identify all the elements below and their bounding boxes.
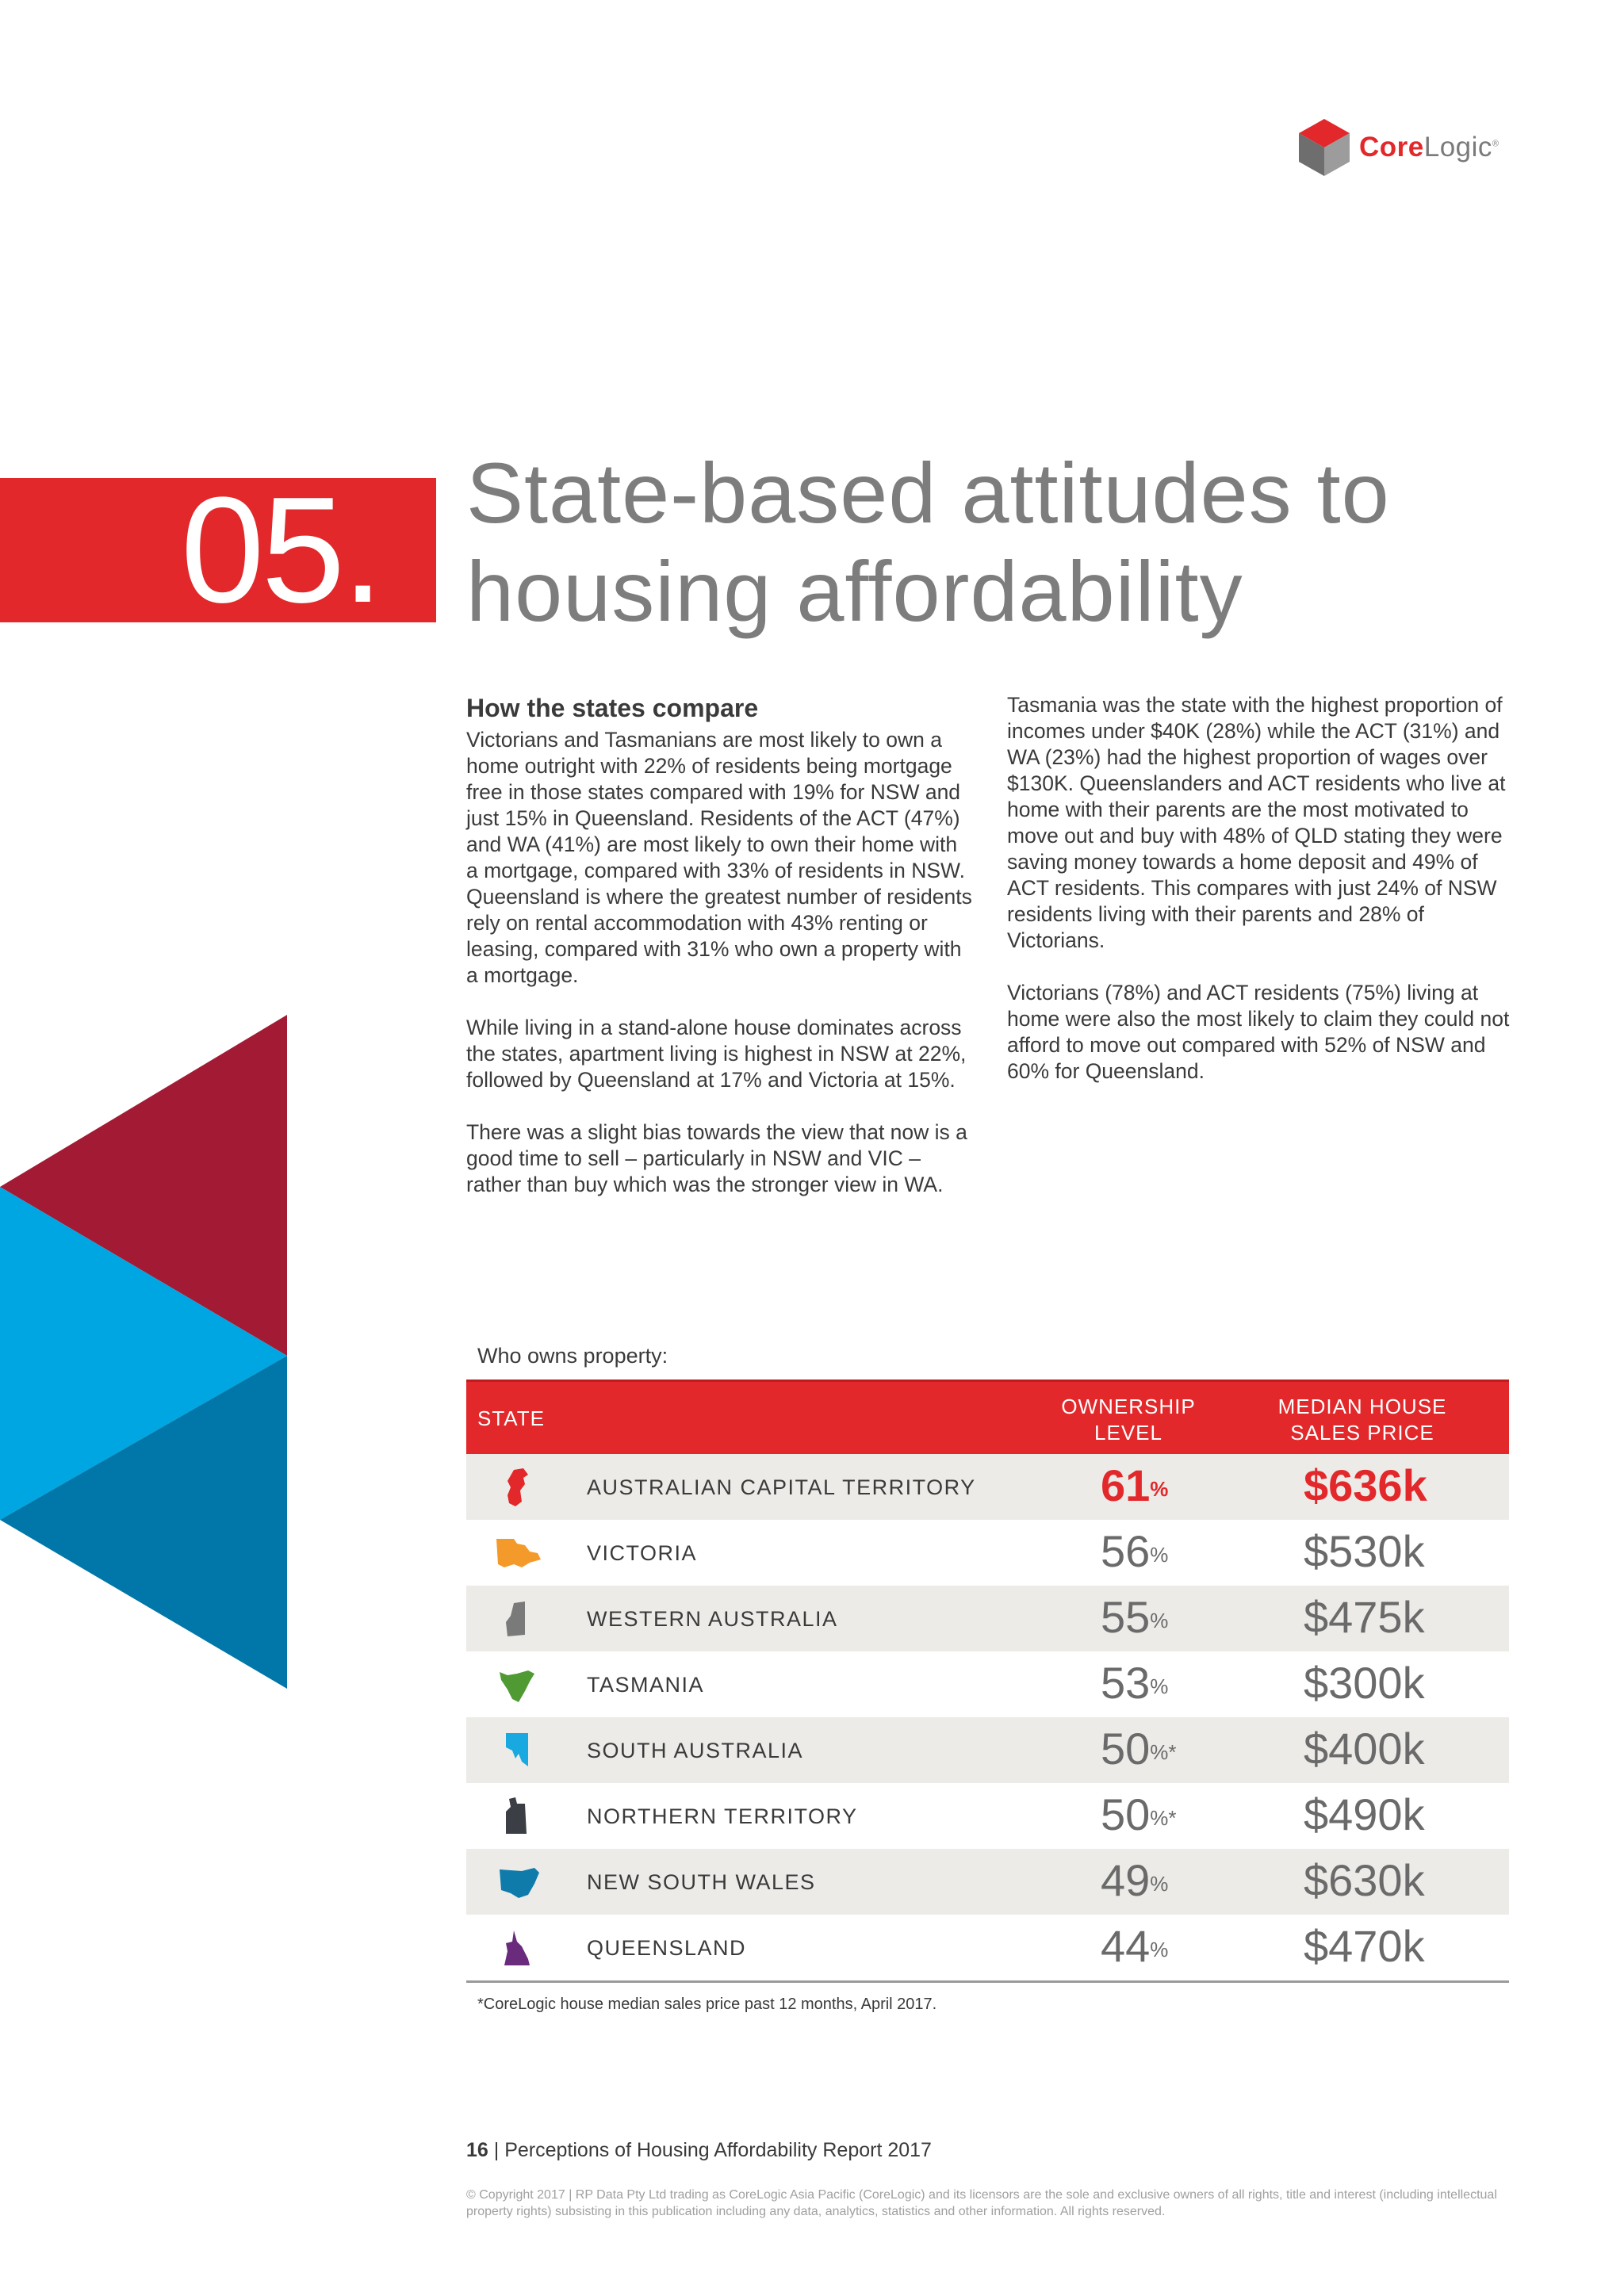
median-price: $530k: [1304, 1526, 1425, 1576]
median-price: $470k: [1304, 1921, 1425, 1971]
header-ownership-line1: OWNERSHIP: [1061, 1395, 1196, 1418]
table-row: WESTERN AUSTRALIA 55% $475k: [466, 1586, 1509, 1651]
header-ownership: OWNERSHIP LEVEL: [1049, 1394, 1208, 1446]
corelogic-cube-icon: [1299, 119, 1350, 176]
deco-triangle-dark-red: [0, 1015, 287, 1356]
ownership-value: 61: [1101, 1460, 1151, 1510]
decorative-triangles: [0, 1015, 287, 1689]
nt-map-icon: [506, 1797, 527, 1834]
ownership-suffix: %: [1150, 1477, 1169, 1501]
ownership-value: 56: [1101, 1526, 1151, 1576]
ownership-value: 50: [1101, 1789, 1151, 1839]
paragraph: While living in a stand-alone house domi…: [466, 1016, 967, 1092]
ownership-table: STATE OWNERSHIP LEVEL MEDIAN HOUSE SALES…: [466, 1380, 1509, 1983]
ownership-level: 50%*: [1101, 1791, 1177, 1839]
wa-map-icon: [506, 1601, 525, 1636]
logo-core-text: Core: [1359, 132, 1424, 163]
ownership-level: 53%: [1101, 1659, 1168, 1707]
table-row: VICTORIA 56% $530k: [466, 1520, 1509, 1586]
section-title-line1: State-based attitudes to: [466, 445, 1390, 541]
median-price: $490k: [1304, 1789, 1425, 1839]
section-number: 05.: [0, 475, 436, 626]
ownership-level: 61%: [1101, 1462, 1168, 1510]
paragraph: Victorians (78%) and ACT residents (75%)…: [1007, 981, 1510, 1083]
header-ownership-line2: LEVEL: [1094, 1421, 1162, 1445]
page-footer: 16 | Perceptions of Housing Affordabilit…: [466, 2139, 932, 2162]
body-column-left: How the states compare Victorians and Ta…: [466, 692, 974, 1224]
header-state: STATE: [477, 1406, 545, 1430]
table-row: SOUTH AUSTRALIA 50%* $400k: [466, 1717, 1509, 1783]
copyright-notice: © Copyright 2017 | RP Data Pty Ltd tradi…: [466, 2188, 1497, 2218]
ownership-suffix: %*: [1150, 1806, 1177, 1830]
act-map-icon: [508, 1468, 528, 1506]
state-name: AUSTRALIAN CAPITAL TERRITORY: [587, 1475, 976, 1499]
table-footnote: *CoreLogic house median sales price past…: [477, 1996, 937, 2013]
logo-trademark: ®: [1492, 139, 1500, 149]
paragraph: Victorians and Tasmanians are most likel…: [466, 728, 972, 987]
section-subheading: How the states compare: [466, 694, 759, 722]
header-price-line2: SALES PRICE: [1290, 1421, 1434, 1445]
ownership-level: 49%: [1101, 1857, 1168, 1904]
state-name: SOUTH AUSTRALIA: [587, 1739, 804, 1762]
median-price: $636k: [1304, 1460, 1427, 1510]
ownership-value: 53: [1101, 1658, 1151, 1708]
ownership-value: 55: [1101, 1592, 1151, 1642]
ownership-value: 44: [1101, 1921, 1151, 1971]
state-name: NEW SOUTH WALES: [587, 1870, 816, 1894]
sa-map-icon: [506, 1733, 528, 1766]
table-bottom-rule: [466, 1980, 1509, 1983]
median-price: $630k: [1304, 1855, 1425, 1905]
ownership-suffix: %: [1150, 1872, 1169, 1896]
header-median-price: MEDIAN HOUSE SALES PRICE: [1259, 1394, 1465, 1446]
logo-logic-text: Logic: [1423, 132, 1492, 163]
state-name: WESTERN AUSTRALIA: [587, 1607, 838, 1631]
table-row: NORTHERN TERRITORY 50%* $490k: [466, 1783, 1509, 1849]
report-title: Perceptions of Housing Affordability Rep…: [504, 2139, 932, 2161]
ownership-level: 55%: [1101, 1594, 1168, 1641]
state-name: NORTHERN TERRITORY: [587, 1804, 858, 1828]
page-number: 16: [466, 2139, 488, 2161]
body-column-right: Tasmania was the state with the highest …: [1007, 692, 1515, 1111]
median-price: $475k: [1304, 1592, 1425, 1642]
state-name: QUEENSLAND: [587, 1936, 747, 1960]
section-title: State-based attitudes to housing afforda…: [466, 444, 1497, 641]
table-row: AUSTRALIAN CAPITAL TERRITORY 61% $636k: [466, 1454, 1509, 1520]
deco-triangle-light-blue: [0, 1187, 287, 1520]
median-price: $400k: [1304, 1724, 1425, 1774]
ownership-level: 50%*: [1101, 1725, 1177, 1773]
ownership-level: 44%: [1101, 1923, 1168, 1970]
table-header: STATE OWNERSHIP LEVEL MEDIAN HOUSE SALES…: [466, 1380, 1509, 1454]
ownership-suffix: %: [1150, 1674, 1169, 1698]
table-title: Who owns property:: [477, 1344, 668, 1368]
table-row: TASMANIA 53% $300k: [466, 1651, 1509, 1717]
ownership-value: 49: [1101, 1855, 1151, 1905]
median-price: $300k: [1304, 1658, 1425, 1708]
ownership-suffix: %: [1150, 1609, 1169, 1632]
victoria-map-icon: [496, 1539, 541, 1567]
ownership-value: 50: [1101, 1724, 1151, 1774]
header-price-line1: MEDIAN HOUSE: [1277, 1395, 1447, 1418]
paragraph: Tasmania was the state with the highest …: [1007, 693, 1506, 952]
table-body: AUSTRALIAN CAPITAL TERRITORY 61% $636k VICT…: [466, 1454, 1509, 1980]
corelogic-logo: CoreLogic®: [1297, 116, 1503, 179]
ownership-suffix: %*: [1150, 1740, 1177, 1764]
ownership-suffix: %: [1150, 1543, 1169, 1567]
qld-map-icon: [504, 1931, 530, 1965]
table-row: QUEENSLAND 44% $470k: [466, 1915, 1509, 1980]
ownership-suffix: %: [1150, 1938, 1169, 1961]
tasmania-map-icon: [500, 1670, 534, 1702]
deco-triangle-dark-blue: [0, 1356, 287, 1689]
table-row: NEW SOUTH WALES 49% $630k: [466, 1849, 1509, 1915]
footer-separator: |: [488, 2139, 505, 2161]
section-title-line2: housing affordability: [466, 543, 1243, 639]
nsw-map-icon: [500, 1868, 539, 1898]
logo-wordmark: CoreLogic®: [1359, 132, 1500, 163]
state-name: VICTORIA: [587, 1541, 698, 1565]
paragraph: There was a slight bias towards the view…: [466, 1120, 967, 1196]
state-name: TASMANIA: [587, 1673, 705, 1697]
ownership-level: 56%: [1101, 1528, 1168, 1575]
